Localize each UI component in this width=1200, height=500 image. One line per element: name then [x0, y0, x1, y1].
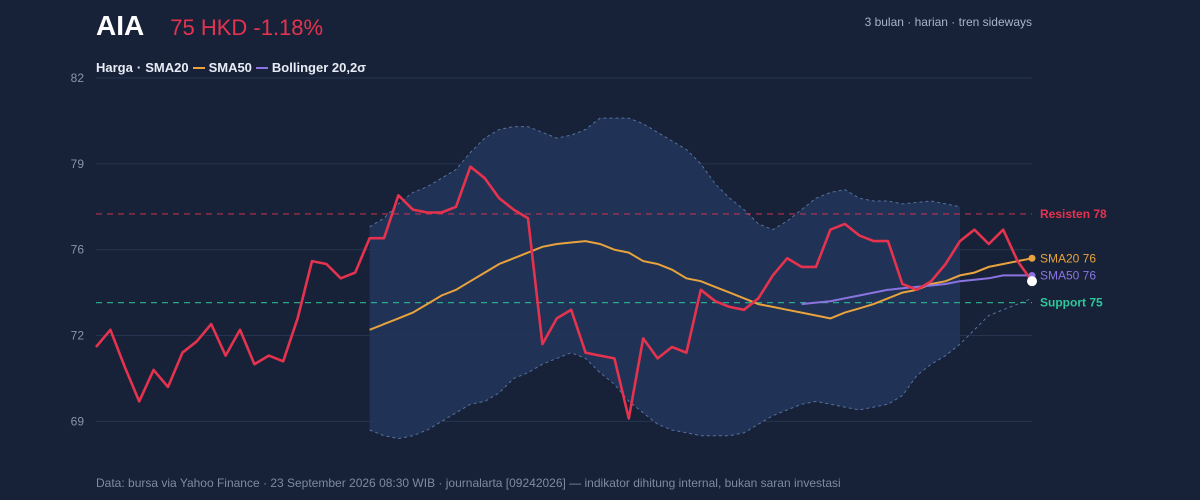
bollinger-band-fill	[369, 118, 961, 439]
ticker-symbol: AIA	[96, 10, 145, 41]
range-note: 3 bulan · harian · tren sideways	[864, 15, 1032, 29]
legend-sma50-label: SMA50	[208, 60, 252, 75]
y-tick-label: 72	[71, 329, 85, 343]
y-tick-label: 76	[71, 243, 85, 257]
resistance-label: Resisten 78	[1040, 207, 1107, 221]
footer-note: Data: bursa via Yahoo Finance · 23 Septe…	[96, 476, 841, 490]
bollinger-lower-line	[369, 297, 1033, 440]
last-price-marker	[1027, 276, 1037, 287]
legend-price-label: Harga	[96, 60, 133, 75]
header: AIA 75 HKD -1.18%	[96, 10, 323, 42]
chart-legend: Harga · SMA20 SMA50 Bollinger 20,2σ	[96, 60, 366, 75]
legend-separator: ·	[136, 60, 142, 75]
price-change: 75 HKD -1.18%	[170, 15, 324, 40]
price-line	[95, 165, 1034, 420]
y-tick-label: 79	[71, 157, 85, 171]
sma20-end-label: SMA20 76	[1040, 251, 1096, 265]
bollinger-upper-line	[369, 117, 961, 231]
legend-sma50-swatch	[255, 66, 268, 69]
y-tick-label: 82	[71, 71, 85, 85]
support-label: Support 75	[1040, 296, 1103, 310]
sma20-end-marker	[1028, 254, 1036, 262]
sma50-line	[801, 274, 1032, 306]
legend-sma20-swatch	[192, 66, 205, 69]
legend-bollinger-label: Bollinger 20,2σ	[271, 60, 367, 75]
sma50-end-label: SMA50 76	[1040, 268, 1096, 282]
legend-sma20-label: SMA20	[145, 60, 189, 75]
y-tick-label: 69	[71, 414, 85, 428]
